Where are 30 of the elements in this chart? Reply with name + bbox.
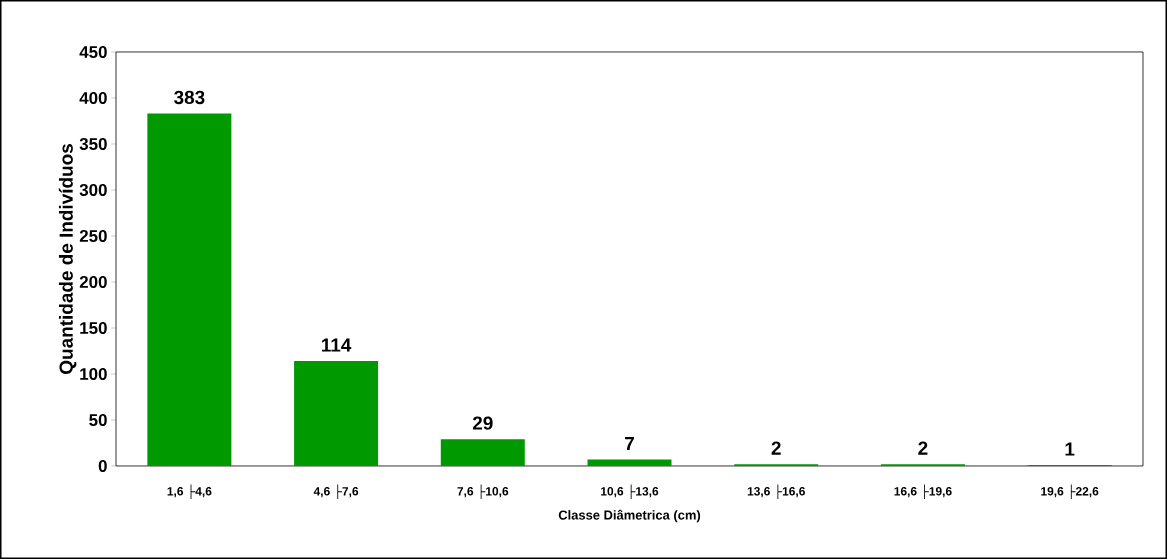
y-tick-label: 200 <box>79 275 107 288</box>
bar <box>294 361 379 466</box>
y-axis-title: Quantidade de Indivíduos <box>58 144 77 374</box>
data-label: 2 <box>918 441 928 455</box>
bar <box>440 439 525 466</box>
y-tick-label: 150 <box>80 321 107 334</box>
bar <box>587 459 672 466</box>
x-tick-label: 7,6 ├10,6 <box>457 484 509 500</box>
y-tick-label: 100 <box>80 367 107 380</box>
data-label: 29 <box>472 416 493 430</box>
x-tick-label: 19,6 ├22,6 <box>1041 484 1099 500</box>
x-tick-label: 16,6 ├19,6 <box>894 484 952 500</box>
y-tick-label: 0 <box>98 459 107 472</box>
bar <box>147 113 232 466</box>
data-label: 1 <box>1065 442 1075 456</box>
x-tick-label: 4,6 ├7,6 <box>313 484 359 500</box>
y-tick-label: 250 <box>79 229 107 242</box>
y-tick-label: 400 <box>79 91 107 104</box>
x-tick-label: 1,6 ├4,6 <box>167 484 212 500</box>
x-axis-title: Classe Diâmetrica (cm) <box>558 509 701 523</box>
y-tick-label: 450 <box>79 45 107 58</box>
data-label: 2 <box>771 441 781 455</box>
data-label: 383 <box>174 90 205 105</box>
y-tick-label: 50 <box>89 413 107 426</box>
y-tick-label: 350 <box>79 137 107 150</box>
y-tick-label: 300 <box>79 183 107 196</box>
x-tick-label: 10,6 ├13,6 <box>601 484 659 500</box>
data-label: 7 <box>625 437 634 451</box>
x-tick-label: 13,6 ├16,6 <box>747 484 805 500</box>
data-label: 114 <box>322 338 352 352</box>
